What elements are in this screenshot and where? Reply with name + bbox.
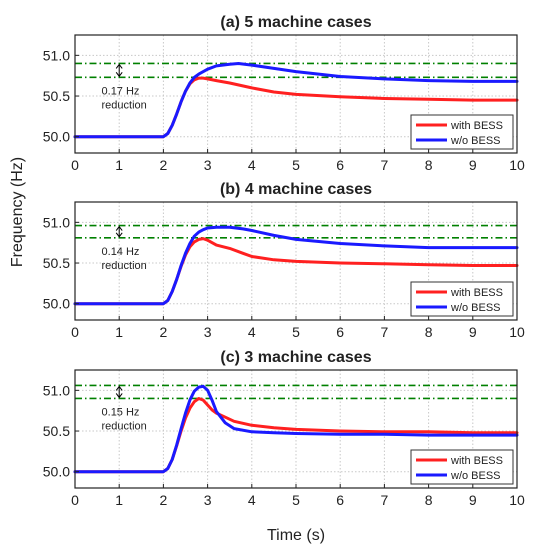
- y-tick-label: 50.0: [43, 296, 70, 312]
- reduction-label-text: reduction: [102, 420, 147, 432]
- y-tick-label: 51.0: [43, 214, 70, 230]
- legend-label: with BESS: [450, 287, 503, 299]
- reduction-arrowhead-up: [115, 225, 123, 231]
- legend-label: w/o BESS: [450, 470, 501, 482]
- x-tick-label: 0: [71, 157, 79, 173]
- legend-box: [410, 114, 514, 150]
- chart-title: (a) 5 machine cases: [220, 14, 371, 31]
- y-tick-label: 50.5: [43, 88, 70, 104]
- x-tick-label: 5: [292, 324, 300, 340]
- y-axis-label: Frequency (Hz): [9, 157, 26, 267]
- x-tick-label: 2: [160, 157, 168, 173]
- y-tick-label: 50.5: [43, 255, 70, 271]
- chart-panel-1: (a) 5 machine cases 0.17 Hz reduction 0 1 2 3 4…: [43, 14, 525, 173]
- reduction-arrowhead-down: [115, 72, 123, 78]
- x-tick-label: 0: [71, 324, 79, 340]
- x-tick-label: 10: [509, 157, 525, 173]
- x-tick-label: 5: [292, 157, 300, 173]
- x-tick-label: 7: [381, 324, 389, 340]
- x-tick-label: 4: [248, 324, 256, 340]
- reduction-label-text: reduction: [102, 260, 147, 272]
- y-tick-label: 51.0: [43, 382, 70, 398]
- x-tick-label: 8: [425, 492, 433, 508]
- series-line-without-bess: [73, 384, 519, 474]
- chart-title: (c) 3 machine cases: [220, 349, 371, 366]
- series-line-without-bess: [73, 225, 519, 306]
- reduction-value-text: 0.17 Hz: [102, 85, 140, 97]
- x-tick-label: 6: [336, 157, 344, 173]
- chart-panel-2: (b) 4 machine cases 0.14 Hz reduction 0 1 2 3 4…: [43, 181, 525, 340]
- legend-box: [410, 449, 514, 485]
- x-tick-label: 8: [425, 157, 433, 173]
- x-tick-label: 10: [509, 492, 525, 508]
- x-tick-label: 1: [115, 324, 123, 340]
- x-tick-label: 7: [381, 157, 389, 173]
- x-tick-label: 5: [292, 492, 300, 508]
- y-tick-label: 51.0: [43, 47, 70, 63]
- x-tick-label: 10: [509, 324, 525, 340]
- reduction-arrowhead-up: [115, 63, 123, 69]
- x-tick-label: 0: [71, 492, 79, 508]
- x-tick-label: 9: [469, 157, 477, 173]
- x-tick-label: 8: [425, 324, 433, 340]
- chart-panel-3: (c) 3 machine cases 0.15 Hz reduction 0 1 2 3 4…: [43, 349, 525, 508]
- reduction-label-text: reduction: [102, 99, 147, 111]
- x-tick-label: 9: [469, 324, 477, 340]
- x-tick-label: 1: [115, 157, 123, 173]
- y-tick-label: 50.0: [43, 464, 70, 480]
- legend-label: with BESS: [450, 455, 503, 467]
- x-tick-label: 2: [160, 324, 168, 340]
- x-tick-label: 3: [204, 157, 212, 173]
- chart-title: (b) 4 machine cases: [220, 181, 372, 198]
- x-tick-label: 4: [248, 157, 256, 173]
- y-tick-label: 50.0: [43, 129, 70, 145]
- legend-label: w/o BESS: [450, 135, 501, 147]
- reduction-arrowhead-down: [115, 393, 123, 399]
- legend-label: w/o BESS: [450, 302, 501, 314]
- x-tick-label: 2: [160, 492, 168, 508]
- legend-box: [410, 281, 514, 317]
- x-tick-label: 3: [204, 492, 212, 508]
- x-tick-label: 1: [115, 492, 123, 508]
- x-axis-label: Time (s): [267, 527, 325, 544]
- series-line-without-bess: [73, 62, 519, 139]
- x-tick-label: 4: [248, 492, 256, 508]
- reduction-value-text: 0.14 Hz: [102, 246, 140, 258]
- x-tick-label: 9: [469, 492, 477, 508]
- reduction-arrowhead-up: [115, 385, 123, 391]
- x-tick-label: 6: [336, 492, 344, 508]
- x-tick-label: 7: [381, 492, 389, 508]
- reduction-value-text: 0.15 Hz: [102, 406, 140, 418]
- legend-label: with BESS: [450, 120, 503, 132]
- x-tick-label: 6: [336, 324, 344, 340]
- y-tick-label: 50.5: [43, 423, 70, 439]
- reduction-arrowhead-down: [115, 232, 123, 238]
- x-tick-label: 3: [204, 324, 212, 340]
